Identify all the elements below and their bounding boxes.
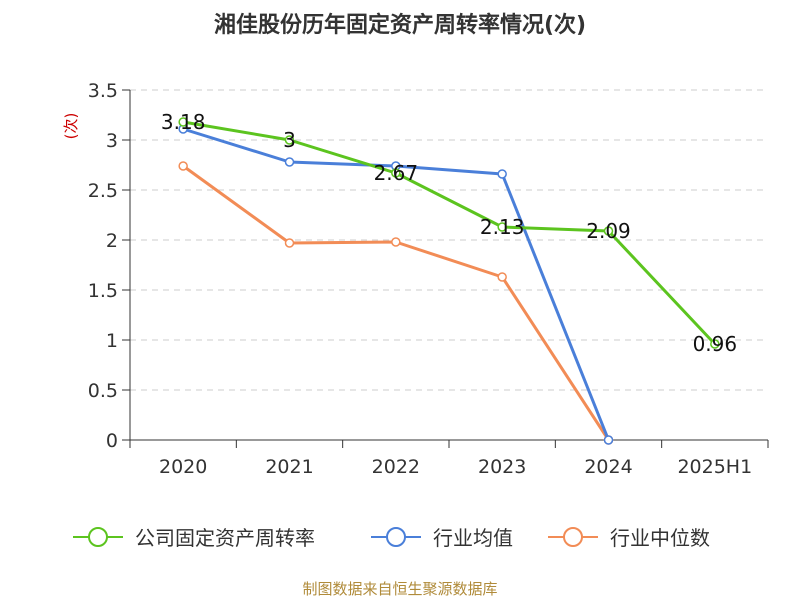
data-point [603,435,614,445]
data-label: 2.13 [480,215,525,239]
data-label: 2.67 [374,161,419,185]
data-point [497,272,507,282]
chart-title: 湘佳股份历年固定资产周转率情况(次) [214,12,586,38]
y-tick-label: 0 [106,430,118,452]
legend-label: 行业中位数 [610,526,710,550]
axes: 0 0.5 1 1.5 2 2.5 3 3.5 2020 2021 2022 2023 2024 2025… [88,80,769,478]
x-tick-label: 2025H1 [677,456,752,478]
legend-item: 行业中位数 [548,526,710,550]
y-tick-label: 1 [106,330,118,352]
legend-marker [88,527,108,547]
x-tick-label: 2020 [159,456,207,478]
grid [130,89,768,391]
x-tick-label: 2024 [584,456,632,478]
legend: 公司固定资产周转率 行业均值 行业中位数 [73,526,710,550]
data-point [284,157,295,167]
data-point [710,339,720,349]
legend-label: 行业均值 [433,526,513,550]
series-line [182,120,716,346]
data-label: 3 [283,128,296,152]
y-tick-label: 1.5 [88,280,118,302]
data-point [178,161,188,171]
data-point [284,135,295,145]
legend-label: 公司固定资产周转率 [135,526,315,550]
source-note: 制图数据来自恒生聚源数据库 [302,580,497,598]
data-point [178,117,188,127]
y-tick-label: 0.5 [88,380,118,402]
series-group [178,117,720,445]
y-tick-label: 3.5 [88,80,118,102]
data-labels: 3.18 3 2.67 2.13 2.09 0.96 [161,110,737,356]
x-tick-label: 2022 [372,456,420,478]
legend-item: 行业均值 [371,526,513,550]
x-tick-label: 2023 [478,456,526,478]
data-label: 0.96 [693,332,738,356]
data-label: 3.18 [161,110,206,134]
data-point [603,226,614,236]
legend-marker [563,527,583,547]
data-label: 2.09 [586,219,631,243]
data-point [391,168,401,178]
data-point [497,222,507,232]
y-tick-label: 2 [106,230,118,252]
y-tick-label: 3 [106,130,118,152]
y-tick-label: 2.5 [88,180,118,202]
data-point [284,238,295,248]
series-line [182,164,610,441]
legend-item: 公司固定资产周转率 [73,526,315,550]
data-point [391,237,401,247]
x-tick-label: 2021 [265,456,313,478]
y-axis-label: (次) [62,113,80,140]
data-point [497,169,507,179]
legend-marker [386,527,406,547]
